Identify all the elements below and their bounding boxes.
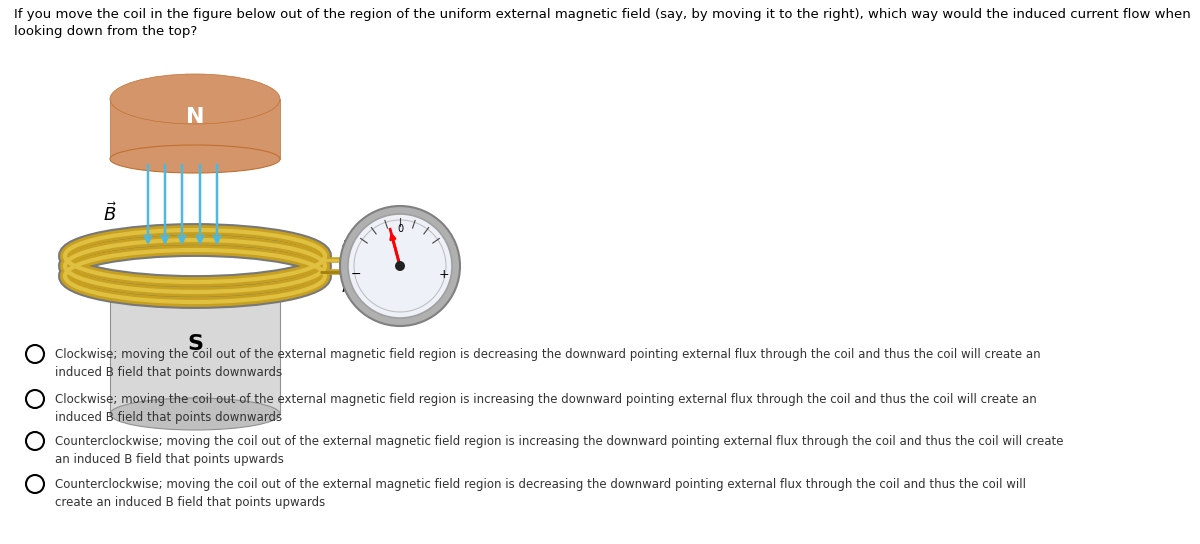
Text: Counterclockwise; moving the coil out of the external magnetic field region is i: Counterclockwise; moving the coil out of… bbox=[55, 435, 1063, 448]
Ellipse shape bbox=[110, 398, 280, 430]
Circle shape bbox=[348, 214, 452, 318]
Text: Clockwise; moving the coil out of the external magnetic field region is increasi: Clockwise; moving the coil out of the ex… bbox=[55, 393, 1037, 406]
Text: If you move the coil in the figure below out of the region of the uniform extern: If you move the coil in the figure below… bbox=[14, 8, 1190, 38]
Ellipse shape bbox=[110, 74, 280, 124]
Text: $\vec{B}$: $\vec{B}$ bbox=[103, 202, 118, 225]
Text: −: − bbox=[350, 268, 361, 281]
Text: Counterclockwise; moving the coil out of the external magnetic field region is d: Counterclockwise; moving the coil out of… bbox=[55, 478, 1026, 491]
Text: Clockwise; moving the coil out of the external magnetic field region is decreasi: Clockwise; moving the coil out of the ex… bbox=[55, 348, 1040, 361]
Text: 0: 0 bbox=[397, 224, 403, 234]
Circle shape bbox=[340, 206, 460, 326]
Text: S: S bbox=[187, 334, 203, 354]
Text: induced B field that points downwards: induced B field that points downwards bbox=[55, 366, 282, 379]
Text: b: b bbox=[342, 281, 350, 295]
Ellipse shape bbox=[110, 145, 280, 173]
Text: an induced B field that points upwards: an induced B field that points upwards bbox=[55, 453, 284, 466]
Ellipse shape bbox=[110, 258, 280, 290]
Circle shape bbox=[395, 261, 406, 271]
Bar bbox=[110, 274, 280, 414]
Ellipse shape bbox=[76, 242, 314, 280]
Bar bbox=[110, 99, 280, 159]
Text: a: a bbox=[342, 237, 350, 251]
Text: N: N bbox=[186, 107, 204, 127]
Text: induced B field that points downwards: induced B field that points downwards bbox=[55, 411, 282, 424]
Text: create an induced B field that points upwards: create an induced B field that points up… bbox=[55, 496, 325, 509]
Text: +: + bbox=[439, 268, 449, 281]
